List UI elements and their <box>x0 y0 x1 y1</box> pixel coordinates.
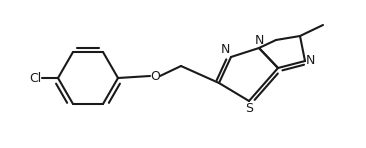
Text: S: S <box>245 102 253 115</box>
Text: Cl: Cl <box>29 71 41 85</box>
Text: N: N <box>254 34 264 47</box>
Text: N: N <box>221 43 230 56</box>
Text: O: O <box>150 70 160 82</box>
Text: N: N <box>306 54 315 67</box>
